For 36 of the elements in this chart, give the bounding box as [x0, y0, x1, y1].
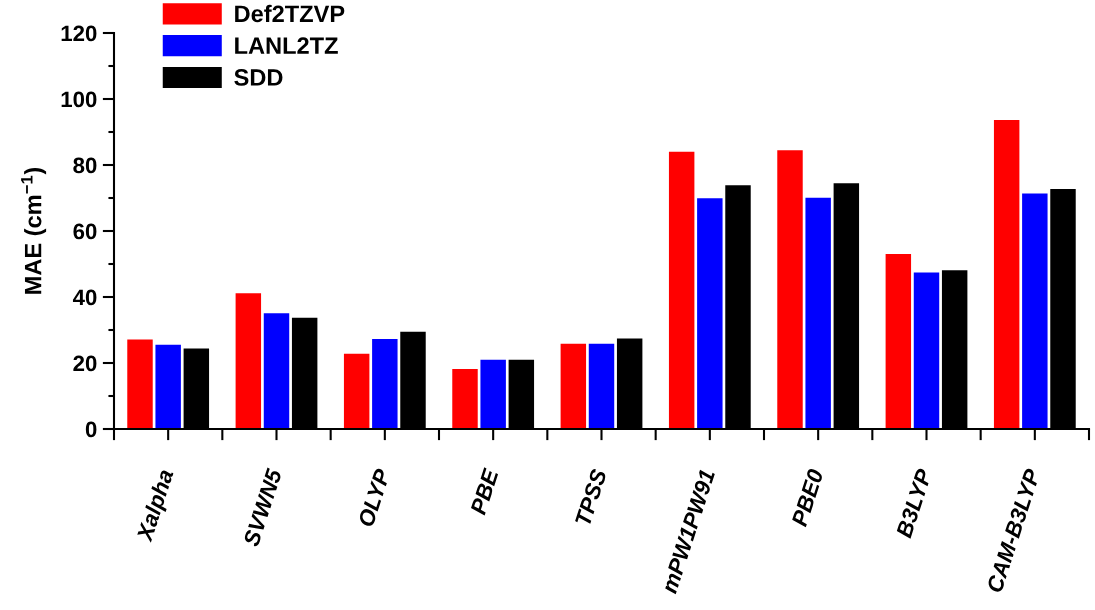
bar: [235, 293, 262, 429]
bar: [452, 368, 478, 429]
bar: [127, 339, 153, 429]
x-tick-label: OLYP: [357, 467, 391, 528]
legend-label: LANL2TZ: [235, 37, 338, 54]
bar: [805, 197, 831, 429]
bar: [885, 254, 912, 429]
y-tick-label: 80: [73, 157, 97, 174]
bar: [913, 272, 940, 429]
x-tick-label: B3LYP: [895, 467, 933, 539]
bar: [588, 343, 615, 429]
y-tick-label: 0: [85, 421, 97, 438]
x-tick-label: PBE: [470, 467, 499, 516]
x-tick-label: SVWN5: [242, 467, 283, 548]
legend-label: Def2TZVP: [235, 4, 345, 23]
bar: [1022, 193, 1048, 429]
x-tick-label: PBE0: [791, 467, 824, 528]
y-tick-label: 20: [73, 355, 97, 372]
bar: [668, 151, 695, 429]
x-tick-label: Xalpha: [135, 468, 178, 545]
bar: [343, 353, 370, 429]
bar: [560, 343, 587, 429]
y-tick-label: 120: [61, 25, 97, 42]
bar: [155, 344, 181, 429]
y-tick-label: 40: [72, 289, 97, 306]
legend-label: SDD: [234, 69, 283, 86]
x-tick-label: TPSS: [574, 467, 608, 527]
bar: [697, 198, 723, 429]
y-tick-label: 60: [73, 223, 97, 240]
bar: [372, 338, 398, 429]
y-tick-label: 100: [61, 91, 97, 108]
bar: [263, 313, 290, 429]
bar: [993, 120, 1020, 429]
bar: [777, 150, 803, 429]
y-axis-title: MAE (cm$^{−1}$): [21, 167, 47, 294]
bar: [480, 359, 506, 429]
